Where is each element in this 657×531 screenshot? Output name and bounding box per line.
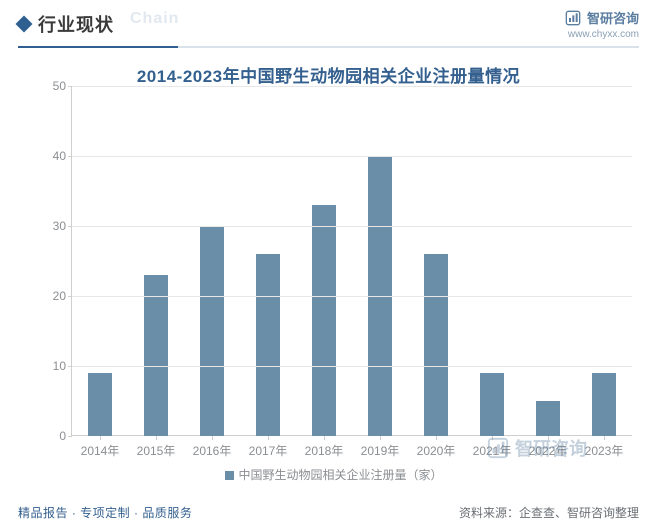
x-tick-label: 2023年: [585, 442, 624, 459]
bar: [88, 373, 112, 436]
brand-row: 智研咨询: [565, 8, 639, 27]
x-tick: [436, 436, 437, 440]
bar-fill: [592, 373, 616, 436]
y-tick-label: 20: [42, 289, 66, 303]
x-tick: [100, 436, 101, 440]
chart-area: 010203040502014年2015年2016年2017年2018年2019…: [32, 86, 636, 474]
bar: [200, 226, 224, 436]
bar: [592, 373, 616, 436]
y-tick: [68, 296, 72, 297]
y-tick: [68, 86, 72, 87]
x-tick: [324, 436, 325, 440]
x-tick: [156, 436, 157, 440]
bar-fill: [424, 254, 448, 436]
bar-fill: [88, 373, 112, 436]
x-tick-label: 2015年: [137, 442, 176, 459]
bar-fill: [312, 205, 336, 436]
header-rule: [18, 46, 639, 48]
x-tick-label: 2014年: [81, 442, 120, 459]
y-tick-label: 50: [42, 79, 66, 93]
y-tick: [68, 436, 72, 437]
diamond-icon: [16, 16, 33, 33]
grid-line: [72, 296, 632, 297]
x-tick: [380, 436, 381, 440]
bar: [480, 373, 504, 436]
bar: [424, 254, 448, 436]
brand-name: 智研咨询: [587, 8, 639, 27]
y-tick-label: 0: [42, 429, 66, 443]
x-tick: [212, 436, 213, 440]
bar: [256, 254, 280, 436]
watermark-bar-icon: [487, 437, 509, 459]
bar-fill: [144, 275, 168, 436]
grid-line: [72, 226, 632, 227]
bar: [312, 205, 336, 436]
x-tick: [268, 436, 269, 440]
grid-line: [72, 156, 632, 157]
grid-line: [72, 86, 632, 87]
header: 行业现状 Chain 智研咨询 www.chyxx.com: [0, 0, 657, 42]
footer: 精品报告 · 专项定制 · 品质服务 资料来源：企查查、智研咨询整理: [0, 498, 657, 531]
y-tick-label: 10: [42, 359, 66, 373]
x-tick-label: 2019年: [361, 442, 400, 459]
watermark-text: 智研咨询: [515, 435, 587, 461]
bar: [144, 275, 168, 436]
legend-swatch: [225, 471, 234, 480]
chart-title: 2014-2023年中国野生动物园相关企业注册量情况: [0, 62, 657, 87]
x-tick-label: 2018年: [305, 442, 344, 459]
ghost-label: Chain: [130, 10, 179, 28]
brand-block: 智研咨询 www.chyxx.com: [565, 8, 639, 40]
y-tick: [68, 226, 72, 227]
bar-fill: [536, 401, 560, 436]
x-tick-label: 2016年: [193, 442, 232, 459]
header-left: 行业现状: [18, 11, 114, 37]
bar-fill: [480, 373, 504, 436]
y-tick: [68, 156, 72, 157]
legend-label: 中国野生动物园相关企业注册量（家）: [238, 468, 442, 482]
brand-url: www.chyxx.com: [568, 29, 639, 40]
bar-fill: [200, 226, 224, 436]
page: 行业现状 Chain 智研咨询 www.chyxx.com 2014-2023年…: [0, 0, 657, 531]
y-tick-label: 40: [42, 149, 66, 163]
footer-left: 精品报告 · 专项定制 · 品质服务: [18, 504, 192, 521]
x-tick-label: 2020年: [417, 442, 456, 459]
x-tick: [604, 436, 605, 440]
legend: 中国野生动物园相关企业注册量（家）: [32, 466, 636, 483]
watermark: 智研咨询: [487, 435, 587, 461]
grid-line: [72, 366, 632, 367]
y-tick-label: 30: [42, 219, 66, 233]
y-tick: [68, 366, 72, 367]
plot-region: 010203040502014年2015年2016年2017年2018年2019…: [72, 86, 632, 436]
section-heading: 行业现状: [38, 11, 114, 37]
bar: [536, 401, 560, 436]
x-tick-label: 2017年: [249, 442, 288, 459]
bar-fill: [256, 254, 280, 436]
bars-container: [72, 86, 632, 436]
brand-bar-icon: [565, 10, 581, 26]
footer-right: 资料来源：企查查、智研咨询整理: [459, 504, 639, 521]
